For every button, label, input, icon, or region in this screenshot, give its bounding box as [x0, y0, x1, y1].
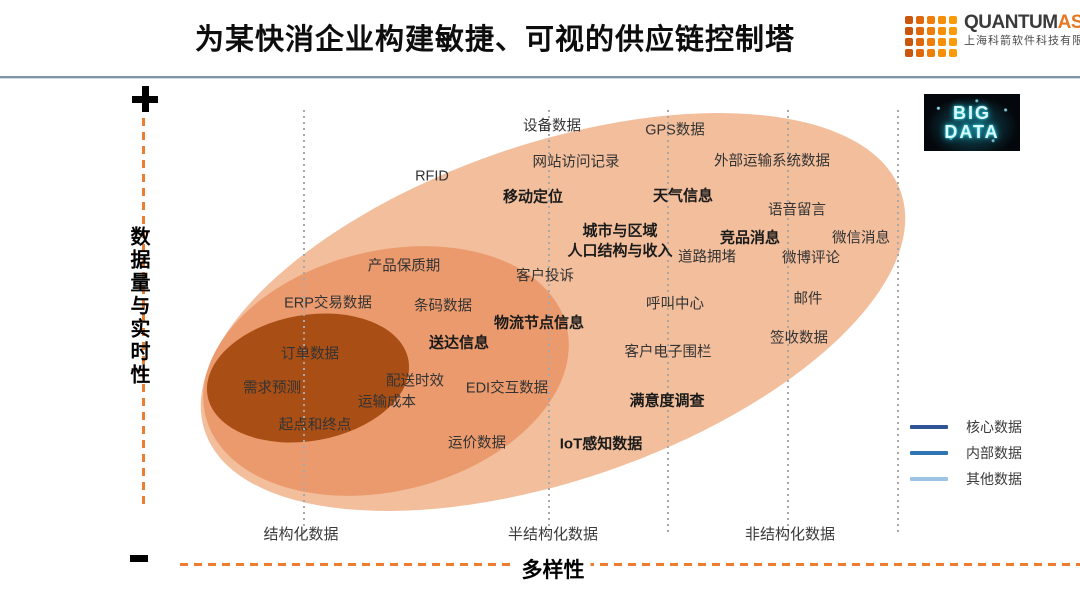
logo-dot — [927, 38, 935, 46]
data-label: 产品保质期 — [367, 258, 441, 275]
logo-dot — [905, 16, 913, 24]
company-name: 上海科箭软件科技有限公司 — [964, 35, 1080, 47]
data-label: 设备数据 — [523, 118, 581, 135]
data-label: 客户电子围栏 — [624, 344, 712, 361]
category-label: 非结构化数据 — [744, 526, 836, 543]
legend: 核心数据内部数据其他数据 — [910, 414, 1022, 492]
logo-dot — [916, 49, 924, 57]
logo-dot — [938, 16, 946, 24]
data-label: RFID — [415, 168, 449, 185]
logo-dot — [905, 38, 913, 46]
logo-mark-dot-grid-icon — [905, 16, 957, 57]
data-label: 送达信息 — [428, 334, 490, 352]
x-axis-dashed-line — [180, 563, 1080, 566]
brand-name: QUANTUMASIA — [964, 13, 1080, 32]
data-label: 微信消息 — [832, 230, 890, 247]
data-label: 呼叫中心 — [646, 296, 704, 313]
logo-dot — [916, 38, 924, 46]
page-title: 为某快消企业构建敏捷、可视的供应链控制塔 — [194, 24, 795, 56]
data-label: 城市与区域 人口结构与收入 — [567, 222, 673, 260]
gridline — [787, 110, 789, 535]
data-label: ERP交易数据 — [284, 295, 372, 312]
y-axis-label: 数据量与实时性 — [127, 226, 149, 387]
legend-label: 核心数据 — [966, 419, 1022, 435]
logo-dot — [927, 16, 935, 24]
data-label: 邮件 — [793, 291, 823, 308]
legend-item: 内部数据 — [910, 440, 1022, 466]
gridline — [303, 110, 305, 535]
data-label: 外部运输系统数据 — [714, 153, 830, 170]
legend-label: 内部数据 — [966, 445, 1022, 461]
data-label: 竞品消息 — [719, 229, 781, 247]
logo-dot — [916, 27, 924, 35]
data-label: 运价数据 — [448, 435, 506, 452]
data-label: 配送时效 — [386, 373, 444, 390]
data-label: 订单数据 — [281, 346, 339, 363]
logo-dot — [949, 16, 957, 24]
category-label: 结构化数据 — [263, 526, 339, 543]
header-divider — [0, 76, 1080, 79]
logo-dot — [949, 38, 957, 46]
data-label: 条码数据 — [414, 298, 472, 315]
gridline — [548, 110, 550, 535]
data-label: 语音留言 — [768, 202, 826, 219]
y-axis-dashed-line — [142, 118, 145, 510]
brand-primary: QUANTUM — [964, 12, 1058, 33]
brand-secondary: ASIA — [1057, 12, 1080, 33]
logo-dot — [949, 49, 957, 57]
data-label: 需求预测 — [243, 380, 301, 397]
data-label: 网站访问记录 — [532, 154, 620, 171]
logo-dot — [927, 49, 935, 57]
data-label: 微博评论 — [782, 250, 840, 267]
plus-sign-icon — [132, 86, 158, 112]
logo-dot — [949, 27, 957, 35]
minus-sign-icon — [130, 555, 148, 562]
data-label: 移动定位 — [502, 188, 564, 206]
data-label: 天气信息 — [652, 187, 714, 205]
legend-item: 其他数据 — [910, 466, 1022, 492]
logo-dot — [905, 49, 913, 57]
data-label: 物流节点信息 — [493, 314, 585, 332]
data-label: 客户投诉 — [516, 268, 574, 285]
logo-text: QUANTUMASIA 上海科箭软件科技有限公司 — [964, 13, 1080, 47]
data-label: IoT感知数据 — [559, 435, 643, 453]
data-label: 运输成本 — [358, 394, 416, 411]
legend-swatch — [910, 477, 948, 481]
legend-swatch — [910, 425, 948, 429]
legend-label: 其他数据 — [966, 471, 1022, 487]
data-label: GPS数据 — [645, 122, 705, 139]
core-data-ellipse — [206, 313, 410, 443]
data-label: 签收数据 — [770, 330, 828, 347]
data-label: 起点和终点 — [278, 417, 352, 434]
gridline — [897, 110, 899, 535]
data-label: 道路拥堵 — [678, 249, 736, 266]
legend-item: 核心数据 — [910, 414, 1022, 440]
data-label: EDI交互数据 — [465, 380, 549, 397]
gridline — [667, 110, 669, 535]
logo-dot — [938, 49, 946, 57]
big-data-line1: BIG — [952, 102, 991, 123]
x-axis-label: 多样性 — [515, 554, 591, 584]
logo-dot — [938, 27, 946, 35]
quantumasia-logo: QUANTUMASIA 上海科箭软件科技有限公司 — [905, 13, 1080, 57]
category-label: 半结构化数据 — [507, 526, 599, 543]
logo-dot — [927, 27, 935, 35]
big-data-line2: DATA — [944, 121, 1000, 142]
logo-dot — [916, 16, 924, 24]
logo-dot — [905, 27, 913, 35]
data-label: 满意度调查 — [629, 392, 705, 410]
legend-swatch — [910, 451, 948, 455]
logo-dot — [938, 38, 946, 46]
big-data-image: BIG DATA — [924, 94, 1020, 151]
